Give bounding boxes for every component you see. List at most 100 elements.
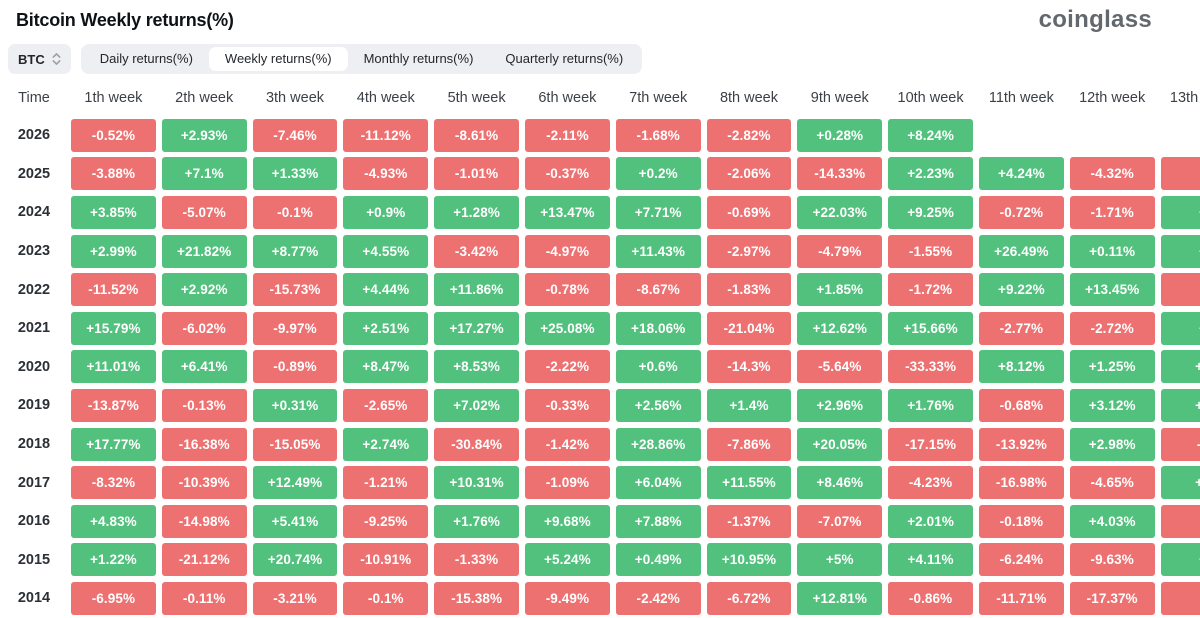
return-cell: +2.74% [343,427,429,461]
return-cell: +17.27% [434,311,519,345]
table-row-2026: 2026 -0.52% +2.93% -7.46% -11.12% -8.61% -2.11… [0,116,1200,155]
return-cell: + [1160,195,1200,229]
return-cell: +4.83% [71,504,156,538]
return-cell: -10.39% [161,466,247,500]
table-header-row: Time 1th week 2th week 3th week 4th week 5th … [0,82,1200,114]
tab-weekly-returns[interactable]: Weekly returns(%) [208,47,348,71]
return-cell: -3.88% [71,157,156,191]
return-cell: +9.25% [888,195,973,229]
table-row-2016: 2016 +4.83% -14.98% +5.41% -9.25% +1.76% +9.68… [0,502,1200,541]
return-cell: +7.88% [615,504,701,538]
return-cell: +8.47% [343,350,429,384]
return-cell: +0.11% [1069,234,1155,268]
return-cell: +7.1% [161,157,247,191]
return-cell: -1.83% [706,273,792,307]
return-cell: -2.11% [524,118,610,152]
return-cell: +7.71% [615,195,701,229]
topbar: Bitcoin Weekly returns(%) coinglass [0,0,1200,34]
year-label: 2022 [17,281,51,298]
return-cell: +15.66% [888,311,973,345]
return-cell: - [1160,157,1200,191]
return-cell: -16.98% [978,466,1064,500]
return-cell: -2.06% [706,157,792,191]
return-cell: -1.37% [706,504,792,538]
week-column-header: 9th week [810,90,869,106]
return-cell: -15.38% [434,581,519,615]
return-cell: -14.3% [706,350,792,384]
week-column-header: 6th week [538,90,597,106]
return-cell: -9.49% [524,581,610,615]
return-cell: -0.11% [161,581,247,615]
return-cell: +1.4% [706,388,792,422]
return-cell: +5.41% [252,504,338,538]
return-cell: -10.91% [343,543,429,577]
week-column-header: 2th week [175,90,234,106]
return-cell: -21.04% [706,311,792,345]
return-cell: +12.62% [797,311,883,345]
return-cell: -11.12% [343,118,429,152]
return-cell: +0.28% [797,118,883,152]
return-cell: +12.81% [797,581,883,615]
return-cell: -0.18% [978,504,1064,538]
return-cell: -3.21% [252,581,338,615]
table-row-2022: 2022 -11.52% +2.92% -15.73% +4.44% +11.86% -0.… [0,270,1200,309]
return-cell: -0.1% [252,195,338,229]
return-cell: -5.07% [161,195,247,229]
controls-bar: BTC Daily returns(%) Weekly returns(%) Mon… [8,44,1200,74]
return-cell: -7.07% [797,504,883,538]
return-cell: +3.12% [1069,388,1155,422]
return-cell: -0.13% [161,388,247,422]
return-cell: -16.38% [161,427,247,461]
tab-monthly-returns[interactable]: Monthly returns(%) [363,51,474,66]
return-cell: -33.33% [888,350,973,384]
return-cell: +2 [1160,388,1200,422]
return-cell: -14.98% [161,504,247,538]
return-cell: -8.32% [71,466,156,500]
return-cell: +6.04% [615,466,701,500]
return-cell: -0.78% [524,273,610,307]
year-label: 2020 [17,358,51,375]
return-cell: -8.61% [434,118,519,152]
return-cell: -14.33% [797,157,883,191]
table-row-2014: 2014 -6.95% -0.11% -3.21% -0.1% -15.38% -9.49%… [0,579,1200,618]
tab-daily-returns[interactable]: Daily returns(%) [99,51,193,66]
year-label: 2017 [17,474,51,491]
return-cell: -6.95% [71,581,156,615]
return-cell: +7.02% [434,388,519,422]
return-cell: +3.85% [71,195,156,229]
return-cell: +2.51% [343,311,429,345]
return-cell: +8.77% [252,234,338,268]
week-column-header: 10th week [897,90,964,106]
symbol-selector[interactable]: BTC [8,44,71,74]
return-cell: -13.92% [978,427,1064,461]
return-cell: -1.72% [888,273,973,307]
return-cell: +10.31% [434,466,519,500]
return-cell: -1.09% [524,466,610,500]
return-cell: -11.52% [71,273,156,307]
return-cell: +0.6% [615,350,701,384]
return-cell: +28.86% [615,427,701,461]
return-cell: -4.32% [1069,157,1155,191]
return-cell: -11.71% [978,581,1064,615]
return-cell: -0.86% [888,581,973,615]
year-label: 2024 [17,204,51,221]
return-cell: -13.87% [71,388,156,422]
return-cell: -4.23% [888,466,973,500]
year-label: 2023 [17,243,51,260]
return-cell: + [1160,234,1200,268]
return-cell: -4.93% [343,157,429,191]
return-cell: +2.96% [797,388,883,422]
table-row-2024: 2024 +3.85% -5.07% -0.1% +0.9% +1.28% +13.47% +… [0,193,1200,232]
tab-quarterly-returns[interactable]: Quarterly returns(%) [505,51,624,66]
return-cell: +1.28% [434,195,519,229]
return-cell: -0.69% [706,195,792,229]
time-column-header: Time [18,90,50,106]
return-cell: -1.42% [524,427,610,461]
return-cell: -6.02% [161,311,247,345]
return-cell: +0.49% [615,543,701,577]
returns-period-tabs: Daily returns(%) Weekly returns(%) Monthly… [80,44,643,74]
return-cell: +11.43% [615,234,701,268]
return-cell: +0.9% [343,195,429,229]
return-cell: +12.49% [252,466,338,500]
return-cell: +8.46% [797,466,883,500]
